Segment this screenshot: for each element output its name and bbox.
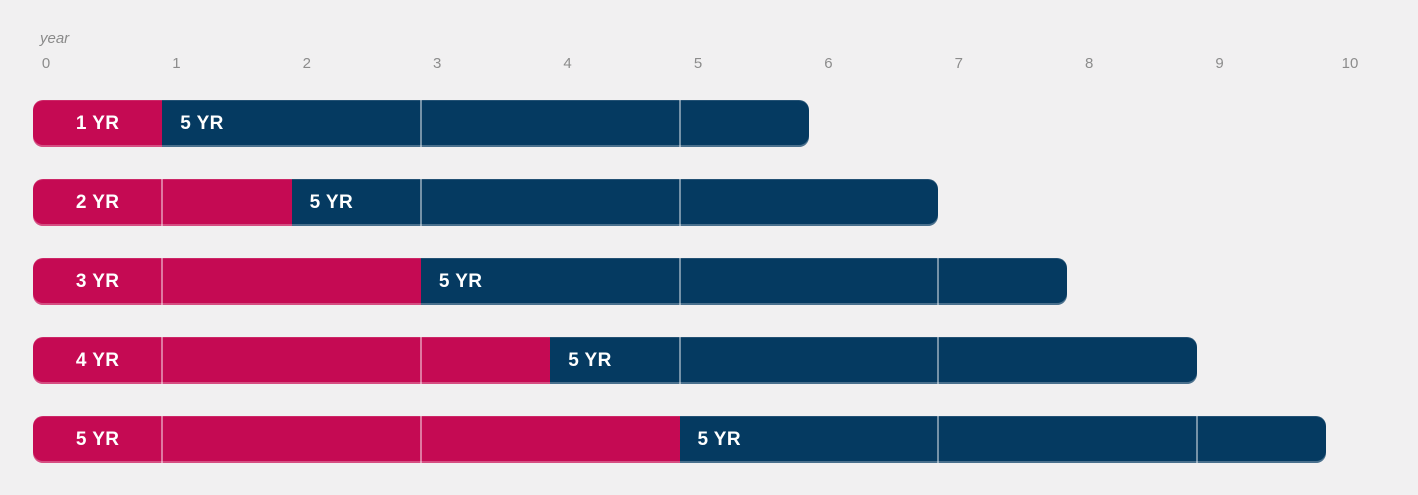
bar-segment-navy bbox=[420, 258, 1068, 305]
segment-divider-year-5 bbox=[678, 179, 681, 226]
bar-segment-pink bbox=[33, 100, 163, 147]
x-axis-tick-2: 2 bbox=[302, 55, 311, 72]
bar-segment-navy bbox=[162, 100, 809, 147]
x-axis-tick-8: 8 bbox=[1085, 55, 1094, 72]
bar-segment-navy bbox=[679, 416, 1326, 463]
segment-divider-year-5 bbox=[678, 258, 681, 305]
navy-segment-label: 5 YR bbox=[568, 350, 612, 371]
x-axis-tick-0: 0 bbox=[41, 55, 51, 72]
bar-row-4: 4 YR 5 YR bbox=[0, 337, 1418, 384]
segment-divider-year-3 bbox=[419, 100, 422, 147]
x-axis-tick-4: 4 bbox=[563, 55, 572, 72]
segment-divider-year-1 bbox=[161, 416, 164, 463]
pink-segment-label: 4 YR bbox=[75, 350, 120, 371]
segment-divider-year-5 bbox=[678, 337, 681, 384]
segment-divider-year-7 bbox=[937, 337, 940, 384]
x-axis-title: year bbox=[40, 30, 70, 47]
navy-segment-label: 5 YR bbox=[309, 192, 354, 213]
pink-segment-label: 3 YR bbox=[75, 271, 120, 292]
bar-row-1: 1 YR 5 YR bbox=[0, 100, 1418, 147]
segment-divider-year-1 bbox=[161, 337, 164, 384]
x-axis-tick-5: 5 bbox=[693, 55, 703, 72]
segment-divider-year-1 bbox=[161, 179, 164, 226]
navy-segment-label: 5 YR bbox=[697, 429, 741, 450]
x-axis-tick-1: 1 bbox=[172, 55, 181, 72]
bar-row-5: 5 YR 5 YR bbox=[0, 416, 1418, 463]
segment-divider-year-3 bbox=[419, 416, 422, 463]
x-axis-tick-3: 3 bbox=[433, 55, 442, 72]
bar-segment-pink bbox=[33, 258, 421, 305]
bar-segment-pink bbox=[33, 179, 292, 226]
x-axis-tick-10: 10 bbox=[1341, 55, 1359, 72]
segment-divider-year-5 bbox=[678, 100, 681, 147]
pink-segment-label: 5 YR bbox=[75, 429, 120, 450]
segment-divider-year-3 bbox=[419, 337, 422, 384]
x-axis-tick-7: 7 bbox=[954, 55, 963, 72]
x-axis-tick-6: 6 bbox=[824, 55, 833, 72]
segment-divider-year-9 bbox=[1195, 416, 1198, 463]
segment-divider-year-7 bbox=[937, 416, 940, 463]
segment-divider-year-1 bbox=[161, 258, 164, 305]
bar-segment-navy bbox=[291, 179, 939, 226]
x-axis-tick-9: 9 bbox=[1215, 55, 1224, 72]
bar-row-2: 2 YR 5 YR bbox=[0, 179, 1418, 226]
bar-segment-pink bbox=[33, 337, 551, 384]
bar-segment-navy bbox=[550, 337, 1197, 384]
segment-divider-year-3 bbox=[419, 179, 422, 226]
bar-segment-pink bbox=[33, 416, 680, 463]
pink-segment-label: 1 YR bbox=[75, 113, 120, 134]
navy-segment-label: 5 YR bbox=[180, 113, 224, 134]
bar-row-3: 3 YR 5 YR bbox=[0, 258, 1418, 305]
pink-segment-label: 2 YR bbox=[75, 192, 120, 213]
navy-segment-label: 5 YR bbox=[438, 271, 483, 292]
segment-divider-year-7 bbox=[937, 258, 940, 305]
